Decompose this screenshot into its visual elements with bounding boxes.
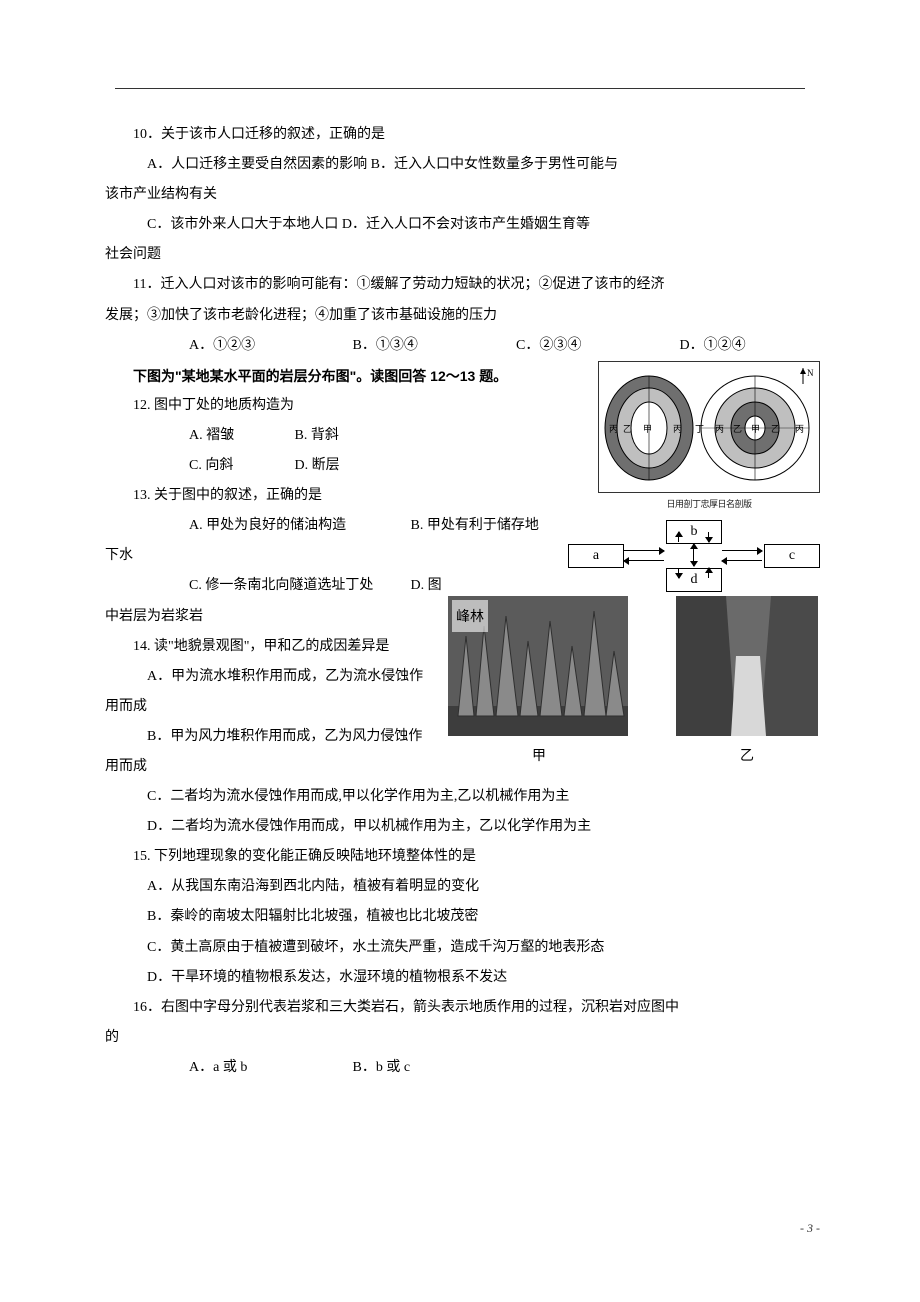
svg-text:甲: 甲 [751,424,760,434]
q13-opt-c: C. 修一条南北向隧道选址丁处 [147,571,407,601]
top-rule [115,88,805,89]
svg-text:乙: 乙 [771,424,780,434]
q16-opts: A．a 或 b B．b 或 c [105,1053,820,1083]
q10-opt-b: B．迁入人口中女性数量多于男性可能与 [371,157,618,172]
q12-opt-c: C. 向斜 [147,451,249,481]
content: 10．关于该市人口迁移的叙述，正确的是 A．人口迁移主要受自然因素的影响 B．迁… [105,120,820,1083]
rc-arrow [722,560,762,561]
strata-svg: N 丙 乙 甲 丙 丁 丙 乙 甲 乙 丙 [599,362,819,492]
rc-arrow [624,550,664,551]
rc-arrow [693,544,694,566]
photo-jia-cap: 甲 [532,742,546,772]
q11-stem: 11．迁入人口对该市的影响可能有：①缓解了劳动力短缺的状况；②促进了该市的经济 [105,270,820,300]
q13-opt-a: A. 甲处为良好的储油构造 [147,511,407,541]
q15-opt-a: A．从我国东南沿海到西北内陆，植被有着明显的变化 [105,872,820,902]
svg-text:丙: 丙 [609,424,618,434]
photo-yi [676,596,818,736]
rc-arrow [678,568,679,578]
photo-jia: 峰林 [448,596,628,736]
rock-cycle-diagram: a b c d [568,520,818,590]
q15-opt-b: B．秦岭的南坡太阳辐射比北坡强，植被也比北坡茂密 [105,902,820,932]
landform-photos: 峰林 甲 乙 [448,596,818,771]
q10-opt-d: D．迁入人口不会对该市产生婚姻生育等 [342,217,590,232]
rc-c: c [764,544,820,568]
svg-text:乙: 乙 [733,424,742,434]
q14-opt-c: C．二者均为流水侵蚀作用而成,甲以化学作用为主,乙以机械作用为主 [105,782,820,812]
q12-opt-a: A. 褶皱 [147,421,249,451]
rc-arrow [708,532,709,542]
q16-opt-b: B．b 或 c [311,1053,471,1083]
q12-opt-d: D. 断层 [253,451,355,481]
q11-opt-d: D．①②④ [638,331,798,361]
rc-d: d [666,568,722,592]
q13-opt-b: B. 甲处有利于储存地 [411,518,539,533]
q10-opt-a: A．人口迁移主要受自然因素的影响 [147,157,367,172]
rc-arrow [678,532,679,542]
svg-text:丁: 丁 [695,424,704,434]
q10-stem: 10．关于该市人口迁移的叙述，正确的是 [105,120,820,150]
q10-opt-c: C．该市外来人口大于本地人口 [147,217,338,232]
q11-opt-c: C．②③④ [474,331,634,361]
q16-opt-a: A．a 或 b [147,1053,307,1083]
figure-block: N 丙 乙 甲 丙 丁 丙 乙 甲 乙 丙 [598,361,820,771]
gorge-illustration [676,596,818,736]
svg-text:丙: 丙 [795,424,804,434]
svg-text:甲: 甲 [643,424,652,434]
svg-text:丙: 丙 [715,424,724,434]
strata-caption: 日用剖丁忠厚日名剖版 [598,493,820,514]
page: 10．关于该市人口迁移的叙述，正确的是 A．人口迁移主要受自然因素的影响 B．迁… [0,0,920,1302]
q10-b-cont: 该市产业结构有关 [105,180,820,210]
q11-stem2: 发展；③加快了该市老龄化进程；④加重了该市基础设施的压力 [105,301,820,331]
q16-stem: 16．右图中字母分别代表岩浆和三大类岩石，箭头表示地质作用的过程，沉积岩对应图中 [105,993,820,1023]
q13-opt-d: D. 图 [411,578,442,593]
q11-opts: A．①②③ B．①③④ C．②③④ D．①②④ [105,331,820,361]
q10-d-cont: 社会问题 [105,240,820,270]
rc-a: a [568,544,624,568]
q10-line-ab: A．人口迁移主要受自然因素的影响 B．迁入人口中女性数量多于男性可能与 [105,150,820,180]
q11-opt-a: A．①②③ [147,331,307,361]
strata-diagram: N 丙 乙 甲 丙 丁 丙 乙 甲 乙 丙 [598,361,820,493]
photo-jia-label: 峰林 [452,600,488,632]
photo-yi-cap: 乙 [740,742,754,772]
q15-opt-c: C．黄土高原由于植被遭到破坏，水土流失严重，造成千沟万壑的地表形态 [105,933,820,963]
rc-arrow [722,550,762,551]
page-number: - 3 - [800,1216,820,1242]
rc-arrow [708,568,709,578]
q15-stem: 15. 下列地理现象的变化能正确反映陆地环境整体性的是 [105,842,820,872]
q11-opt-b: B．①③④ [311,331,471,361]
q16-stem2: 的 [105,1023,820,1053]
rc-arrow [624,560,664,561]
q15-opt-d: D．干旱环境的植物根系发达，水湿环境的植物根系不发达 [105,963,820,993]
q14-opt-d: D．二者均为流水侵蚀作用而成，甲以机械作用为主，乙以化学作用为主 [105,812,820,842]
svg-text:乙: 乙 [623,424,632,434]
svg-text:N: N [807,368,814,378]
q10-line-cd: C．该市外来人口大于本地人口 D．迁入人口不会对该市产生婚姻生育等 [105,210,820,240]
q12-opt-b: B. 背斜 [253,421,355,451]
svg-text:丙: 丙 [673,424,682,434]
